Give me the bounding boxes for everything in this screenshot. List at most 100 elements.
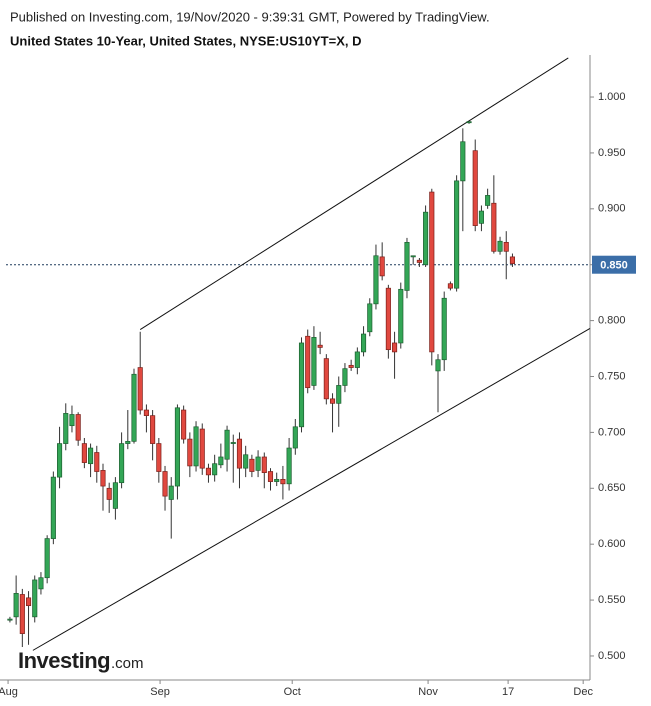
- last-price-label: 0.850: [600, 260, 628, 272]
- candle-body: [305, 335, 311, 389]
- candle-body: [478, 210, 484, 224]
- candle-body: [125, 440, 131, 444]
- source-line: Published on Investing.com, 19/Nov/2020 …: [10, 9, 490, 24]
- y-tick-label: 0.650: [598, 482, 626, 494]
- x-tick-label: Nov: [418, 686, 438, 698]
- candle-body: [106, 487, 112, 500]
- candle-body: [385, 287, 391, 351]
- candle-body: [509, 256, 516, 264]
- candle-body: [336, 385, 342, 404]
- candle-body: [323, 358, 329, 400]
- candle-body: [255, 456, 261, 471]
- candle-body: [410, 255, 416, 258]
- candle-body: [329, 398, 336, 404]
- candle-body: [88, 447, 94, 465]
- candle-body: [199, 428, 205, 469]
- logo-suffix: .com: [111, 655, 144, 672]
- candle-body: [472, 150, 478, 226]
- y-tick-label: 0.750: [598, 370, 626, 382]
- candle-body: [485, 195, 491, 206]
- candle-body: [267, 471, 274, 482]
- candle-body: [19, 594, 25, 634]
- candle-body: [7, 618, 13, 621]
- candle-body: [429, 191, 435, 353]
- y-tick-label: 0.900: [598, 203, 626, 215]
- candle-body: [25, 597, 32, 607]
- candle-body: [174, 407, 180, 487]
- candle-body: [274, 478, 280, 482]
- candle-body: [404, 242, 410, 291]
- candle-body: [57, 443, 63, 478]
- candle-body: [491, 202, 497, 252]
- candle-body: [181, 409, 187, 440]
- candle-body: [205, 467, 212, 476]
- candle-body: [193, 426, 199, 467]
- candle-body: [112, 482, 118, 509]
- candle-body: [454, 180, 460, 289]
- y-tick-label: 0.950: [598, 147, 626, 159]
- candle-body: [373, 255, 379, 305]
- candle-body: [354, 351, 360, 368]
- candle-body: [162, 471, 168, 497]
- x-tick-label: Aug: [0, 686, 18, 698]
- trendline: [139, 57, 569, 330]
- candle-body: [361, 333, 367, 353]
- candle-body: [503, 242, 509, 252]
- chart-title: United States 10-Year, United States, NY…: [10, 33, 361, 48]
- candle-body: [44, 538, 50, 579]
- y-tick-label: 0.550: [598, 594, 626, 606]
- candle-body: [236, 438, 243, 469]
- plot-area: [6, 57, 591, 651]
- candle-body: [168, 485, 174, 500]
- candle-body: [466, 121, 472, 124]
- candle-body: [13, 593, 19, 618]
- candle-body: [416, 259, 422, 263]
- candle-body: [100, 470, 106, 487]
- candle-body: [441, 297, 447, 361]
- candle-body: [131, 373, 137, 442]
- candle-body: [460, 141, 466, 182]
- x-tick-label: Oct: [284, 686, 301, 698]
- candle-body: [143, 409, 149, 416]
- candle-body: [69, 414, 75, 427]
- candle-body: [286, 447, 292, 485]
- candle-body: [75, 414, 81, 441]
- candle-body: [243, 454, 249, 469]
- candle-body: [423, 211, 429, 266]
- y-tick-label: 0.800: [598, 315, 626, 327]
- y-tick-label: 0.500: [598, 650, 626, 662]
- logo-brand: Investing: [18, 648, 110, 673]
- candle-body: [379, 256, 385, 277]
- candle-body: [497, 240, 503, 252]
- candle-body: [311, 337, 317, 386]
- candle-body: [435, 359, 441, 372]
- candle-body: [261, 456, 267, 473]
- candle-body: [224, 429, 230, 460]
- candle-body: [38, 577, 44, 590]
- candle-body: [119, 443, 125, 484]
- candle-body: [249, 458, 255, 472]
- candle-body: [187, 438, 193, 467]
- candle-body: [367, 303, 373, 333]
- candle-body: [398, 288, 404, 344]
- candle-body: [137, 367, 143, 411]
- candle-body: [218, 456, 224, 466]
- candle-body: [447, 283, 453, 289]
- candle-body: [348, 364, 354, 368]
- candle-body: [298, 342, 305, 428]
- x-tick-label: Dec: [573, 686, 593, 698]
- candle-body: [392, 342, 398, 353]
- candle-body: [230, 442, 236, 444]
- candle-body: [32, 579, 38, 618]
- y-tick-label: 0.600: [598, 538, 626, 550]
- y-tick-label: 0.700: [598, 426, 626, 438]
- candle-body: [342, 368, 348, 386]
- candle-body: [292, 426, 298, 449]
- candle-body: [63, 413, 69, 444]
- candle-body: [94, 452, 100, 472]
- x-tick-label: 17: [502, 686, 514, 698]
- candle-body: [50, 476, 56, 539]
- candle-body: [150, 415, 156, 444]
